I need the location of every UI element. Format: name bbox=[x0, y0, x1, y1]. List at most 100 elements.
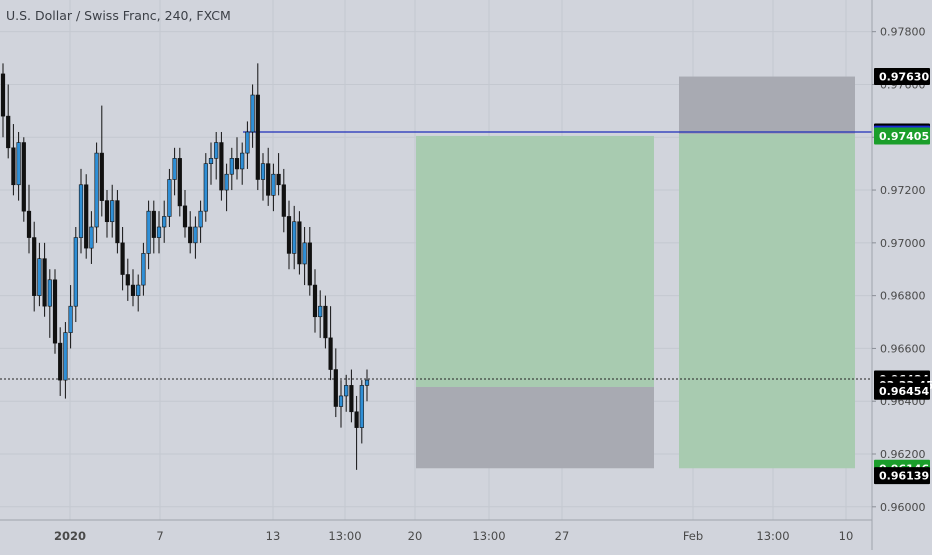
price-tick-label: 0.96600 bbox=[880, 342, 926, 355]
candle-up bbox=[359, 385, 364, 428]
candle-up bbox=[344, 385, 349, 397]
price-badge-label: 0.97405 bbox=[879, 130, 929, 143]
candle-down bbox=[333, 369, 338, 407]
candle-up bbox=[16, 142, 21, 186]
candle-down bbox=[99, 152, 104, 201]
price-tick-label: 0.97200 bbox=[880, 184, 926, 197]
candle-up bbox=[338, 395, 344, 407]
price-badge-label: 0.96139 bbox=[879, 470, 929, 483]
price-axis-labels: 0.976300.974200.974120.974050.9648403:33… bbox=[874, 68, 932, 485]
candle-up bbox=[260, 163, 266, 180]
candle-down bbox=[125, 274, 130, 286]
candle-up bbox=[73, 237, 78, 307]
candle-down bbox=[6, 115, 11, 149]
position-zones[interactable] bbox=[416, 76, 855, 469]
candle-up bbox=[146, 210, 151, 254]
candle-up bbox=[162, 216, 167, 228]
candle-down bbox=[11, 147, 16, 186]
candle-down bbox=[42, 258, 47, 307]
candle-up bbox=[245, 131, 250, 154]
candle-down bbox=[21, 142, 26, 212]
candle-down bbox=[354, 411, 359, 428]
short-loss-zone[interactable] bbox=[679, 76, 855, 135]
price-badge bbox=[874, 68, 930, 86]
candle-down bbox=[234, 158, 240, 170]
time-tick-label: 13 bbox=[266, 529, 281, 543]
time-tick-label: 2020 bbox=[54, 529, 86, 543]
candle-down bbox=[312, 284, 318, 318]
candle-up bbox=[214, 142, 219, 159]
candle-down bbox=[177, 158, 182, 207]
price-tick-label: 0.96200 bbox=[880, 448, 926, 461]
candle-up bbox=[37, 258, 42, 296]
candle-up bbox=[63, 332, 68, 381]
candle-down bbox=[58, 342, 63, 381]
chart-title: U.S. Dollar / Swiss Franc, 240, FXCM bbox=[6, 8, 231, 23]
time-tick-label: 13:00 bbox=[328, 529, 361, 543]
candle-down bbox=[219, 142, 224, 191]
price-badge bbox=[874, 127, 930, 145]
candle-down bbox=[297, 221, 302, 265]
candle-up bbox=[141, 253, 146, 286]
candle-up bbox=[302, 242, 307, 265]
candle-down bbox=[104, 200, 110, 223]
candle-up bbox=[167, 179, 172, 217]
candle-up bbox=[78, 184, 84, 238]
time-tick-label: 7 bbox=[156, 529, 163, 543]
candle-up bbox=[172, 158, 177, 180]
candle-up bbox=[318, 305, 323, 318]
candle-down bbox=[255, 94, 260, 180]
price-badge-label: 0.96454 bbox=[879, 385, 929, 398]
candle-down bbox=[286, 216, 292, 254]
candle-down bbox=[26, 210, 32, 238]
price-axis[interactable]: 0.978000.976000.974000.972000.970000.968… bbox=[872, 26, 926, 514]
candle-up bbox=[68, 305, 73, 333]
candle-up bbox=[224, 173, 229, 191]
candle-up bbox=[203, 163, 208, 212]
long-profit-zone[interactable] bbox=[416, 135, 654, 387]
price-tick-label: 0.96000 bbox=[880, 501, 926, 514]
candle-up bbox=[271, 173, 276, 196]
price-lines bbox=[0, 131, 872, 380]
candle-up bbox=[240, 152, 245, 170]
price-badge bbox=[874, 467, 930, 485]
candles-layer bbox=[0, 63, 370, 470]
candle-down bbox=[52, 279, 58, 344]
candle-up bbox=[193, 226, 198, 244]
candle-up bbox=[136, 284, 141, 296]
time-tick-label: 13:00 bbox=[756, 529, 789, 543]
candle-down bbox=[276, 173, 281, 186]
long-loss-zone[interactable] bbox=[416, 386, 654, 469]
candle-down bbox=[151, 210, 156, 238]
candle-down bbox=[323, 305, 328, 339]
price-tick-label: 0.96800 bbox=[880, 290, 926, 303]
candle-down bbox=[84, 184, 89, 249]
candle-down bbox=[32, 237, 37, 296]
candle-up bbox=[47, 279, 52, 307]
candle-up bbox=[208, 158, 214, 164]
candle-up bbox=[250, 94, 255, 133]
candle-up bbox=[110, 200, 115, 223]
time-tick-label: 20 bbox=[408, 529, 423, 543]
time-tick-label: 10 bbox=[839, 529, 854, 543]
candle-down bbox=[0, 73, 6, 117]
short-profit-zone[interactable] bbox=[679, 134, 855, 469]
candle-up bbox=[292, 221, 297, 254]
candle-down bbox=[182, 205, 188, 228]
candle-up bbox=[364, 379, 370, 386]
candle-up bbox=[198, 210, 203, 228]
candle-down bbox=[130, 284, 136, 296]
time-axis[interactable]: 2020 7 13 13:00 20 13:00 27 Feb 13:00 10 bbox=[54, 529, 853, 543]
candle-down bbox=[115, 200, 120, 244]
candle-up bbox=[156, 226, 162, 238]
candle-up bbox=[89, 226, 94, 249]
candle-down bbox=[328, 337, 333, 370]
price-tick-label: 0.97000 bbox=[880, 237, 926, 250]
candle-down bbox=[349, 385, 354, 413]
time-tick-label: 13:00 bbox=[472, 529, 505, 543]
candle-down bbox=[281, 184, 286, 217]
time-tick-label: Feb bbox=[683, 529, 703, 543]
candle-down bbox=[266, 163, 271, 196]
